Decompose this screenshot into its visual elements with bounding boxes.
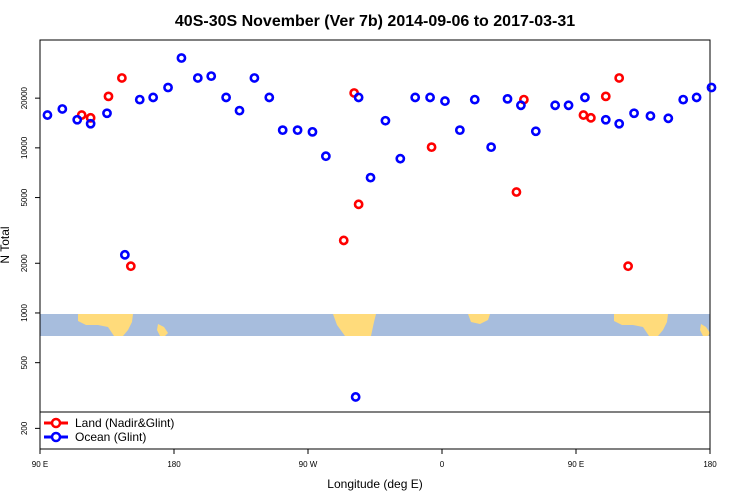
y-tick-label: 200 xyxy=(20,421,29,435)
map-land-newzealand xyxy=(157,324,168,336)
x-tick-label: 90 E xyxy=(32,460,48,469)
data-point xyxy=(148,92,159,103)
data-point xyxy=(623,261,634,272)
legend-box xyxy=(39,411,711,450)
x-axis-label: Longitude (deg E) xyxy=(327,477,422,491)
data-point xyxy=(645,111,656,121)
data-point xyxy=(578,110,589,120)
plot-frame xyxy=(39,39,711,450)
map-strip xyxy=(40,314,710,336)
x-tick-label: 0 xyxy=(440,460,445,469)
data-point xyxy=(103,91,114,102)
data-point xyxy=(249,73,260,83)
y-tick-label: 500 xyxy=(20,355,29,369)
x-tick-label: 180 xyxy=(703,460,717,469)
data-point xyxy=(691,92,702,103)
data-point xyxy=(365,172,376,183)
map-land-australia xyxy=(78,314,133,336)
data-point xyxy=(102,108,112,119)
data-point xyxy=(57,104,68,114)
data-point xyxy=(629,108,639,119)
data-point xyxy=(119,249,130,260)
data-point xyxy=(511,187,522,197)
data-point xyxy=(85,112,96,123)
data-point xyxy=(395,153,406,164)
data-point xyxy=(221,92,232,103)
data-point xyxy=(163,82,173,93)
map-land-newzealand-repeat xyxy=(700,324,710,336)
data-points xyxy=(42,53,717,440)
legend-label-ocean: Ocean (Glint) xyxy=(75,430,146,444)
data-point xyxy=(530,126,541,137)
data-point xyxy=(614,73,625,83)
data-point xyxy=(116,73,127,83)
series-ocean xyxy=(42,53,717,402)
data-point xyxy=(350,392,361,402)
y-tick-label: 2000 xyxy=(20,254,29,272)
data-point xyxy=(600,114,611,125)
data-point xyxy=(614,118,625,129)
data-point xyxy=(410,92,421,103)
data-point xyxy=(42,110,53,120)
data-point xyxy=(706,82,717,93)
data-point xyxy=(72,114,83,125)
data-point xyxy=(320,151,331,162)
data-point xyxy=(85,118,96,129)
data-point xyxy=(502,93,513,104)
map-ocean xyxy=(40,314,710,336)
data-point xyxy=(134,94,145,105)
data-point xyxy=(663,113,674,124)
chart-title: 40S-30S November (Ver 7b) 2014-09-06 to … xyxy=(175,13,575,30)
y-axis-label: N Total xyxy=(0,226,12,263)
legend-marker-land xyxy=(50,417,62,429)
y-tick-label: 5000 xyxy=(20,188,29,206)
data-point xyxy=(550,100,561,111)
map-land-southern-africa xyxy=(468,314,490,324)
y-axis: 200 500 1000 2000 5000 10000 20000 xyxy=(20,86,40,435)
map-land-south-america xyxy=(333,314,376,336)
data-point xyxy=(454,125,465,136)
x-tick-label: 90 W xyxy=(299,460,318,469)
data-point xyxy=(440,96,450,106)
x-tick-label: 90 E xyxy=(568,460,584,469)
y-tick-label: 10000 xyxy=(20,136,29,159)
legend-label-land: Land (Nadir&Glint) xyxy=(75,416,174,430)
x-axis: 90 E 180 90 W 0 90 E 180 xyxy=(32,449,717,469)
x-tick-label: 180 xyxy=(167,460,181,469)
data-point xyxy=(234,105,245,116)
legend-marker-ocean xyxy=(50,431,62,443)
data-point xyxy=(580,92,590,103)
data-point xyxy=(176,53,187,63)
y-tick-label: 1000 xyxy=(20,304,29,322)
data-point xyxy=(192,73,203,83)
data-point xyxy=(125,261,136,272)
data-point xyxy=(600,91,611,102)
data-point xyxy=(486,142,497,153)
data-point xyxy=(206,71,217,82)
data-point xyxy=(292,125,303,136)
series-land xyxy=(76,73,708,440)
data-point xyxy=(516,100,526,111)
data-point xyxy=(353,199,364,210)
data-point xyxy=(264,92,275,103)
y-tick-label: 20000 xyxy=(20,86,29,109)
data-point xyxy=(353,92,364,103)
data-point xyxy=(678,94,689,105)
legend: Land (Nadir&Glint) Ocean (Glint) xyxy=(39,411,711,450)
data-point xyxy=(277,125,288,136)
data-point xyxy=(307,126,318,137)
data-point xyxy=(426,142,437,153)
map-land-australia-repeat xyxy=(614,314,668,336)
data-point xyxy=(469,94,480,105)
data-point xyxy=(585,112,596,123)
data-point xyxy=(425,92,435,103)
data-point xyxy=(338,235,349,246)
data-point xyxy=(563,100,574,111)
data-point xyxy=(380,115,391,126)
